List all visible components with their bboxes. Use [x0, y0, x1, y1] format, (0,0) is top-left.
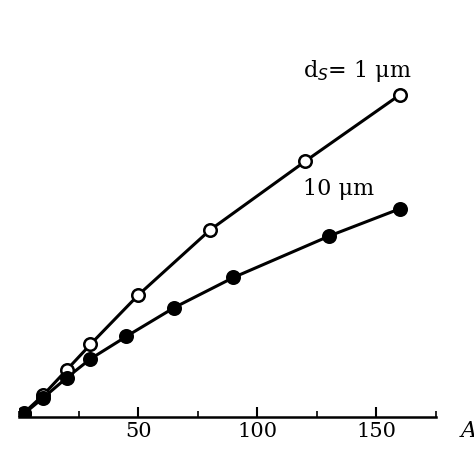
Text: A: A: [461, 420, 474, 442]
Text: d$_S$= 1 μm: d$_S$= 1 μm: [302, 58, 411, 84]
Text: 10 μm: 10 μm: [302, 178, 374, 200]
